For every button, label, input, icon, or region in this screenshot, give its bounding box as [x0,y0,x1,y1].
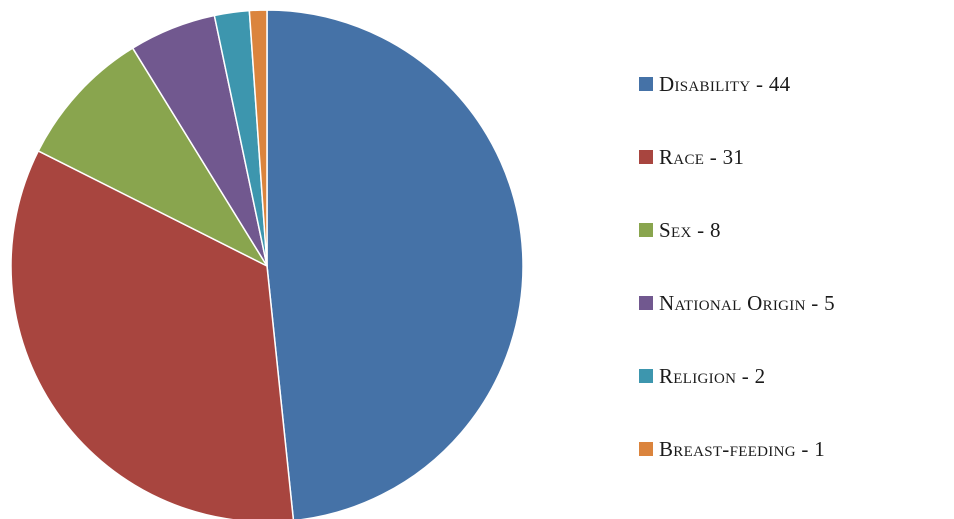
pie-slices [10,9,524,519]
legend-swatch-race [639,150,653,164]
legend-swatch-sex [639,223,653,237]
pie-slice-breast-feeding [248,9,268,267]
legend-item-race: Race - 31 [639,143,744,171]
pie-slice-sex [37,47,268,267]
legend-item-disability: Disability - 44 [639,70,790,98]
legend-label-religion: Religion - 2 [659,363,766,388]
pie-slice-disability [266,9,524,519]
legend-item-sex: Sex - 8 [639,216,721,244]
pie-slice-race [10,150,295,519]
legend-swatch-religion [639,369,653,383]
legend-swatch-breast-feeding [639,442,653,456]
legend-label-race: Race - 31 [659,144,745,169]
legend-label-disability: Disability - 44 [659,71,791,96]
legend-swatch-national-origin [639,296,653,310]
legend-item-national-origin: National Origin - 5 [639,289,835,317]
legend-item-breast-feeding: Breast-feeding - 1 [639,435,825,463]
legend-item-religion: Religion - 2 [639,362,765,390]
legend-label-breast-feeding: Breast-feeding - 1 [659,436,826,461]
legend-swatch-disability [639,77,653,91]
legend-label-sex: Sex - 8 [659,217,721,242]
legend-label-national-origin: National Origin - 5 [659,290,835,315]
